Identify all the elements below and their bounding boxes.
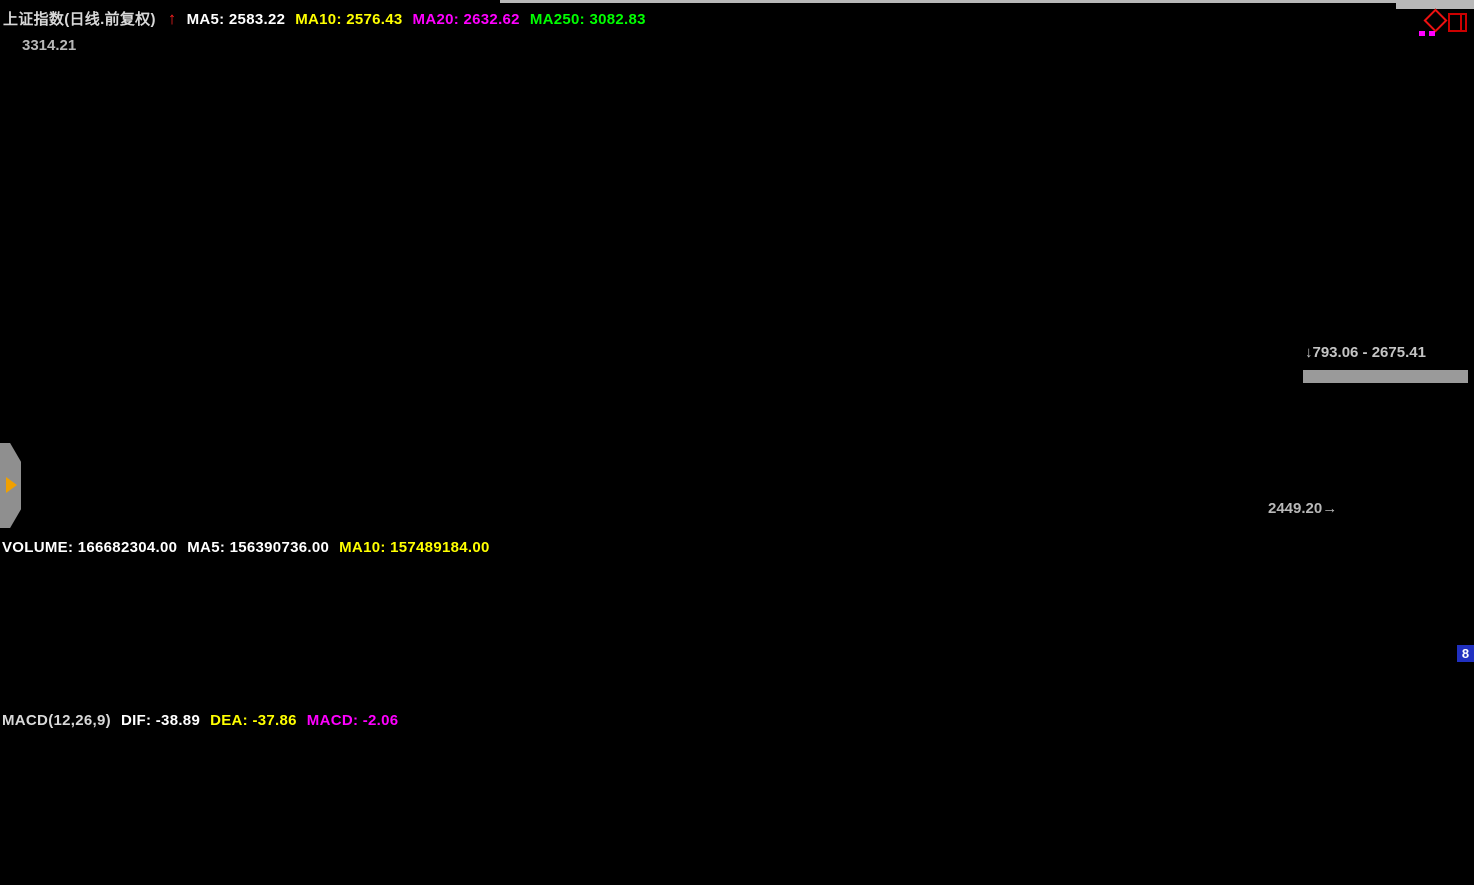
legend-ma10: MA10: 2576.43 (295, 11, 403, 28)
flyout-arrow-icon[interactable] (6, 477, 17, 493)
main-chart-header: 上证指数(日线.前复权) ↑ MA5: 2583.22 MA10: 2576.43 MA… (3, 8, 656, 29)
measure-bar[interactable] (1303, 370, 1468, 383)
volume-ma10: MA10: 157489184.00 (339, 539, 490, 556)
macd-header: MACD(12,26,9) DIF: -38.89 DEA: -37.86 MACD:… (2, 712, 408, 729)
volume-ma5: MA5: 156390736.00 (187, 539, 330, 556)
high-price-label: 3314.21 (22, 37, 77, 54)
macd-dif: DIF: -38.89 (120, 712, 201, 729)
macd-name[interactable]: MACD(12,26,9) (2, 712, 111, 729)
macd-dea: DEA: -37.86 (210, 712, 297, 729)
macd-macd: MACD: -2.06 (306, 712, 399, 729)
window-top-border-right (1396, 0, 1474, 9)
window-layout-icon[interactable] (1448, 13, 1467, 32)
magenta-marker-dot (1419, 31, 1425, 36)
low-price-label: 2449.20→ (1268, 500, 1338, 517)
trend-up-arrow-icon: ↑ (167, 9, 177, 28)
measure-label: ↓793.06 - 2675.41 (1305, 344, 1426, 361)
window-top-border (500, 0, 1474, 3)
legend-ma5: MA5: 2583.22 (186, 11, 286, 28)
volume-value: VOLUME: 166682304.00 (2, 539, 178, 556)
axis-value-badge: 8 (1457, 645, 1474, 662)
legend-ma250: MA250: 3082.83 (529, 11, 646, 28)
legend-ma20: MA20: 2632.62 (412, 11, 520, 28)
symbol-title[interactable]: 上证指数(日线.前复权) (3, 11, 156, 28)
magenta-marker-dot (1429, 31, 1435, 36)
volume-header: VOLUME: 166682304.00 MA5: 156390736.00 MA1… (2, 539, 500, 556)
